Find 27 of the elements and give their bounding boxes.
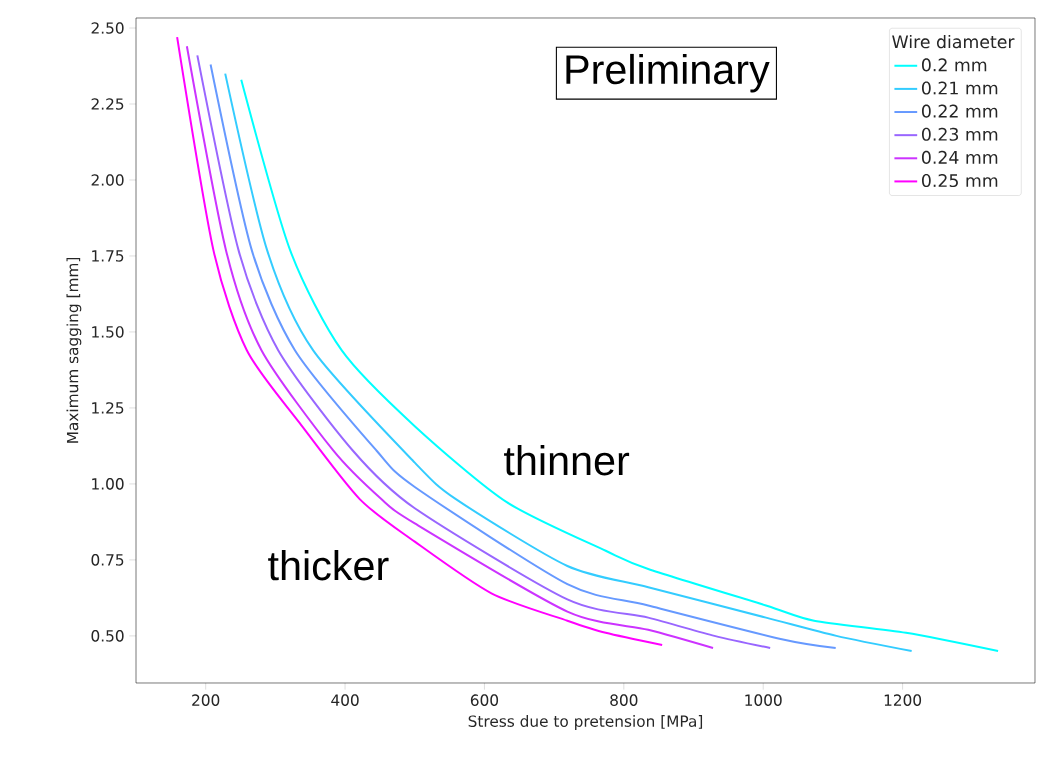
y-axis-title: Maximum sagging [mm] — [66, 257, 82, 443]
legend-title: Wire diameter — [892, 34, 1015, 49]
x-tick-label: 1200 — [884, 694, 922, 706]
y-tick-label: 1.50 — [92, 326, 124, 338]
x-tick-label: 600 — [470, 694, 499, 706]
annotation: Preliminary — [566, 53, 770, 93]
annotation: thinner — [504, 445, 630, 476]
x-tick-label: 400 — [331, 694, 359, 706]
y-tick-label: 1.00 — [92, 478, 124, 490]
y-tick-label: 2.25 — [91, 98, 124, 110]
legend-label: 0.24 mm — [922, 150, 998, 164]
y-tick-label: 0.75 — [91, 554, 124, 566]
x-axis-title: Stress due to pretension [MPa] — [468, 715, 703, 730]
legend-label: 0.21 mm — [922, 81, 998, 95]
x-tick-label: 1000 — [745, 694, 782, 706]
annotation: thicker — [268, 550, 389, 581]
y-tick-label: 2.50 — [91, 22, 124, 34]
legend-label: 0.2 mm — [922, 58, 987, 72]
x-tick-label: 800 — [610, 694, 638, 706]
x-tick-label: 200 — [192, 694, 220, 706]
y-tick-label: 1.25 — [92, 402, 124, 414]
y-tick-label: 1.75 — [92, 250, 124, 262]
legend-label: 0.23 mm — [922, 127, 998, 141]
legend-label: 0.22 mm — [922, 104, 998, 118]
y-tick-label: 2.00 — [91, 174, 124, 186]
y-tick-label: 0.50 — [91, 630, 124, 642]
legend-label: 0.25 mm — [922, 173, 998, 188]
